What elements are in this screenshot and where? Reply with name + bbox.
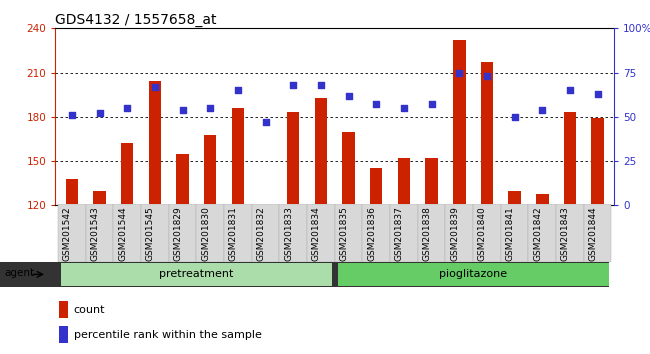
Bar (363, 204, 390, 262)
Bar (204, 135, 216, 205)
Bar (58, 301, 68, 318)
Text: GDS4132 / 1557658_at: GDS4132 / 1557658_at (55, 13, 216, 27)
Point (316, 82, 326, 88)
Bar (337, 263, 608, 285)
Text: GSM201834: GSM201834 (312, 206, 321, 261)
Bar (61, 263, 332, 285)
Point (261, 119, 271, 125)
Text: GSM201844: GSM201844 (589, 206, 597, 261)
Bar (335, 204, 363, 262)
Bar (398, 158, 410, 205)
Bar (121, 143, 133, 205)
Text: GSM201833: GSM201833 (284, 206, 293, 261)
Text: GSM201839: GSM201839 (450, 206, 460, 261)
Bar (141, 204, 169, 262)
Text: GSM201841: GSM201841 (506, 206, 515, 261)
Text: GSM201830: GSM201830 (202, 206, 210, 261)
Point (398, 105, 409, 111)
Text: GSM201544: GSM201544 (118, 206, 127, 261)
Bar (453, 40, 465, 205)
Text: GSM201545: GSM201545 (146, 206, 155, 261)
Point (177, 107, 188, 113)
Bar (231, 108, 244, 205)
Point (510, 114, 520, 120)
Text: GSM201835: GSM201835 (339, 206, 348, 261)
Bar (149, 81, 161, 205)
Text: GSM201831: GSM201831 (229, 206, 238, 261)
Point (537, 107, 547, 113)
Point (565, 87, 575, 93)
Text: percentile rank within the sample: percentile rank within the sample (73, 330, 261, 340)
Bar (508, 190, 521, 205)
Text: GSM201829: GSM201829 (174, 206, 183, 261)
Point (122, 105, 133, 111)
Text: GSM201837: GSM201837 (395, 206, 404, 261)
Bar (592, 118, 604, 205)
Bar (315, 98, 327, 205)
Text: GSM201836: GSM201836 (367, 206, 376, 261)
Bar (556, 204, 584, 262)
Bar (528, 204, 556, 262)
Bar (196, 204, 224, 262)
Text: GSM201542: GSM201542 (63, 206, 72, 261)
Bar (481, 62, 493, 205)
Point (150, 84, 160, 90)
Bar (66, 179, 78, 205)
Text: count: count (73, 305, 105, 315)
Bar (473, 204, 500, 262)
Text: GSM201842: GSM201842 (533, 206, 542, 261)
Bar (287, 113, 300, 205)
Bar (425, 158, 438, 205)
Bar (224, 204, 252, 262)
Bar (536, 194, 549, 205)
Bar (86, 204, 113, 262)
Text: GSM201843: GSM201843 (561, 206, 570, 261)
Point (288, 82, 298, 88)
Bar (280, 204, 307, 262)
Point (94, 110, 105, 116)
Text: GSM201543: GSM201543 (90, 206, 99, 261)
Bar (169, 204, 196, 262)
Point (343, 93, 354, 98)
Bar (370, 169, 382, 205)
Bar (584, 204, 612, 262)
Text: pioglitazone: pioglitazone (439, 269, 507, 279)
Bar (500, 204, 528, 262)
Bar (58, 204, 86, 262)
Bar (390, 204, 418, 262)
Bar (564, 113, 576, 205)
Point (592, 91, 603, 97)
Point (205, 105, 215, 111)
Bar (252, 204, 280, 262)
Text: agent: agent (5, 268, 34, 278)
Bar (113, 204, 141, 262)
Bar (445, 204, 473, 262)
Point (482, 73, 492, 79)
Bar (418, 204, 445, 262)
Point (371, 102, 382, 107)
Text: GSM201838: GSM201838 (422, 206, 432, 261)
Bar (307, 204, 335, 262)
Text: GSM201832: GSM201832 (257, 206, 266, 261)
Text: GSM201840: GSM201840 (478, 206, 487, 261)
Point (454, 70, 465, 75)
Bar (343, 132, 355, 205)
Text: pretreatment: pretreatment (159, 269, 233, 279)
Bar (58, 326, 68, 343)
Point (426, 102, 437, 107)
Bar (176, 154, 188, 205)
Point (233, 87, 243, 93)
Bar (94, 190, 106, 205)
Point (67, 112, 77, 118)
